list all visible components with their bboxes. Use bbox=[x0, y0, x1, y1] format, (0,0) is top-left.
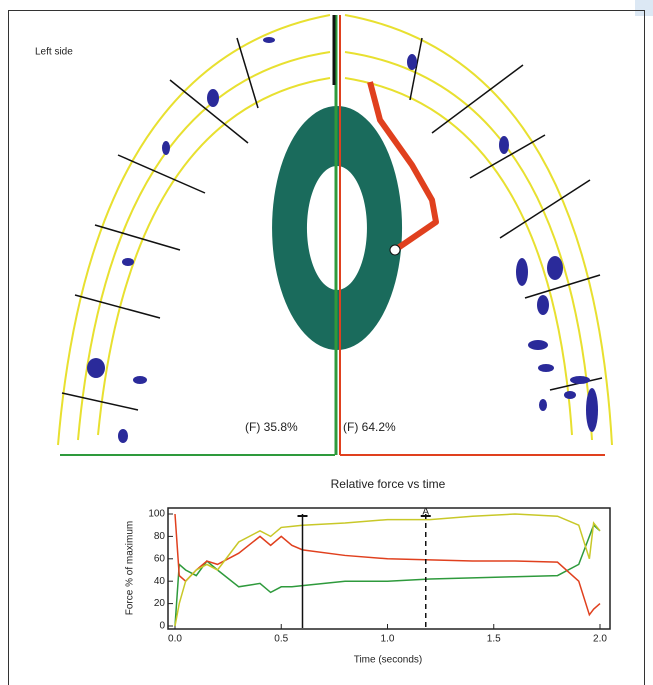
x-tick-label: 0.0 bbox=[168, 634, 182, 645]
chart-title: Relative force vs time bbox=[331, 477, 446, 491]
y-tick-label: 20 bbox=[154, 598, 166, 609]
y-tick-label: 100 bbox=[148, 509, 165, 520]
force-center bbox=[390, 245, 400, 255]
x-tick-label: 2.0 bbox=[593, 634, 607, 645]
y-tick-label: 60 bbox=[154, 553, 166, 564]
x-tick-label: 1.5 bbox=[487, 634, 501, 645]
y-tick-label: 80 bbox=[154, 531, 166, 542]
contacts bbox=[87, 37, 598, 443]
series-line bbox=[175, 514, 600, 626]
right-force: (F) 64.2% bbox=[343, 420, 396, 434]
x-axis-label: Time (seconds) bbox=[354, 655, 423, 666]
x-tick-label: 1.0 bbox=[381, 634, 395, 645]
plot-frame bbox=[168, 508, 610, 629]
y-axis-label: Force % of maximum bbox=[125, 521, 136, 615]
figure: Left side (F) 35.8% (F) 64.2% Relative f… bbox=[0, 0, 653, 685]
series-line bbox=[175, 525, 600, 626]
marker-label: A bbox=[422, 507, 429, 518]
left-force: (F) 35.8% bbox=[245, 420, 298, 434]
x-tick-label: 0.5 bbox=[274, 634, 288, 645]
series-line bbox=[175, 514, 600, 615]
y-tick-label: 40 bbox=[154, 576, 166, 587]
y-tick-label: 0 bbox=[159, 621, 165, 632]
tooth-lines bbox=[62, 38, 602, 410]
side-label: Left side bbox=[35, 47, 73, 58]
